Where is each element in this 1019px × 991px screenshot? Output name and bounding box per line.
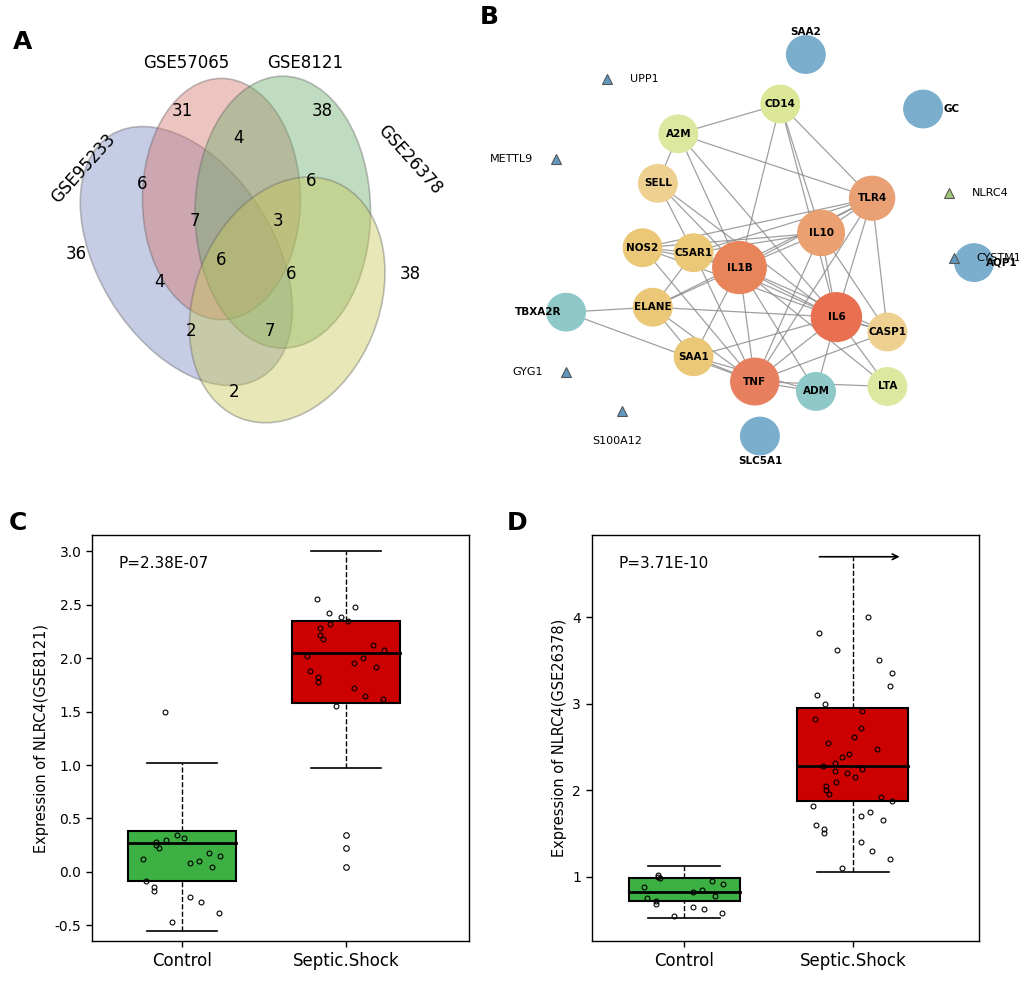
Text: SAA1: SAA1 xyxy=(678,352,708,362)
Text: C: C xyxy=(9,510,28,535)
Text: GSE57065: GSE57065 xyxy=(143,55,229,72)
Text: LTA: LTA xyxy=(877,382,896,391)
Text: NOS2: NOS2 xyxy=(626,243,658,253)
Circle shape xyxy=(810,292,861,342)
Bar xyxy=(127,831,236,880)
Text: 6: 6 xyxy=(216,252,226,270)
Text: IL6: IL6 xyxy=(826,312,845,322)
Text: A2M: A2M xyxy=(664,129,691,139)
Text: ELANE: ELANE xyxy=(634,302,671,312)
Text: TLR4: TLR4 xyxy=(857,193,886,203)
Text: 31: 31 xyxy=(171,102,193,120)
Text: A: A xyxy=(13,30,33,55)
Ellipse shape xyxy=(190,177,384,423)
Text: IL1B: IL1B xyxy=(726,263,752,273)
Text: UPP1: UPP1 xyxy=(630,74,658,84)
Circle shape xyxy=(674,234,712,272)
Text: 4: 4 xyxy=(155,274,165,291)
Circle shape xyxy=(797,210,844,256)
Y-axis label: Expression of NLRC4(GSE8121): Expression of NLRC4(GSE8121) xyxy=(34,623,49,853)
Text: P=3.71E-10: P=3.71E-10 xyxy=(619,556,708,571)
Text: GSE26378: GSE26378 xyxy=(374,121,445,198)
Text: B: B xyxy=(479,5,498,29)
Circle shape xyxy=(903,90,942,128)
Text: P=2.38E-07: P=2.38E-07 xyxy=(118,556,208,571)
Text: IL10: IL10 xyxy=(808,228,833,238)
Text: TBXA2R: TBXA2R xyxy=(515,307,560,317)
Text: GSE95233: GSE95233 xyxy=(48,130,119,206)
Bar xyxy=(797,708,908,801)
Text: SLC5A1: SLC5A1 xyxy=(737,456,782,466)
Text: C5AR1: C5AR1 xyxy=(674,248,712,258)
Text: 4: 4 xyxy=(233,129,244,147)
Text: TNF: TNF xyxy=(743,377,765,386)
Circle shape xyxy=(730,358,779,405)
Ellipse shape xyxy=(81,127,292,385)
Text: CYSTM1: CYSTM1 xyxy=(976,253,1019,263)
Circle shape xyxy=(740,417,779,455)
Text: 7: 7 xyxy=(190,212,200,230)
Circle shape xyxy=(760,85,799,123)
Circle shape xyxy=(546,293,585,331)
Text: 3: 3 xyxy=(273,212,283,230)
Circle shape xyxy=(849,176,894,220)
Text: S100A12: S100A12 xyxy=(592,436,641,446)
Text: GSE8121: GSE8121 xyxy=(266,55,342,72)
Text: 6: 6 xyxy=(306,172,316,190)
Text: SELL: SELL xyxy=(643,178,672,188)
Bar xyxy=(628,878,739,901)
Circle shape xyxy=(796,373,835,410)
Circle shape xyxy=(712,242,765,293)
Ellipse shape xyxy=(195,76,370,348)
Text: CASP1: CASP1 xyxy=(867,327,906,337)
Circle shape xyxy=(867,368,906,405)
Text: 38: 38 xyxy=(312,102,332,120)
Circle shape xyxy=(867,313,906,351)
Text: SAA2: SAA2 xyxy=(790,27,820,38)
Ellipse shape xyxy=(143,78,300,320)
Text: NLRC4: NLRC4 xyxy=(971,188,1008,198)
Circle shape xyxy=(786,36,824,73)
Text: CD14: CD14 xyxy=(764,99,795,109)
Text: 6: 6 xyxy=(138,174,148,192)
Circle shape xyxy=(674,338,712,376)
Text: AQP1: AQP1 xyxy=(985,258,1017,268)
Circle shape xyxy=(633,288,672,326)
Circle shape xyxy=(638,165,677,202)
Text: D: D xyxy=(505,510,527,535)
Y-axis label: Expression of NLRC4(GSE26378): Expression of NLRC4(GSE26378) xyxy=(551,619,567,857)
Text: 7: 7 xyxy=(264,322,274,340)
Text: ADM: ADM xyxy=(802,386,828,396)
Text: GYG1: GYG1 xyxy=(513,367,543,377)
Text: METTL9: METTL9 xyxy=(489,154,533,164)
Circle shape xyxy=(954,244,993,281)
Circle shape xyxy=(623,229,661,267)
Text: GC: GC xyxy=(943,104,958,114)
Circle shape xyxy=(658,115,697,153)
Text: 38: 38 xyxy=(399,265,420,282)
Text: 6: 6 xyxy=(286,265,297,282)
Text: 36: 36 xyxy=(66,245,88,263)
Text: 2: 2 xyxy=(185,322,196,340)
Bar xyxy=(291,620,399,703)
Text: 2: 2 xyxy=(229,383,239,401)
